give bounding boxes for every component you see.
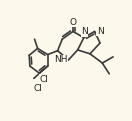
Text: NH: NH xyxy=(54,55,68,64)
Text: O: O xyxy=(70,18,77,27)
Text: N: N xyxy=(81,27,88,36)
Text: Cl: Cl xyxy=(33,84,42,93)
Text: N: N xyxy=(97,27,104,36)
Text: Cl: Cl xyxy=(39,75,48,84)
